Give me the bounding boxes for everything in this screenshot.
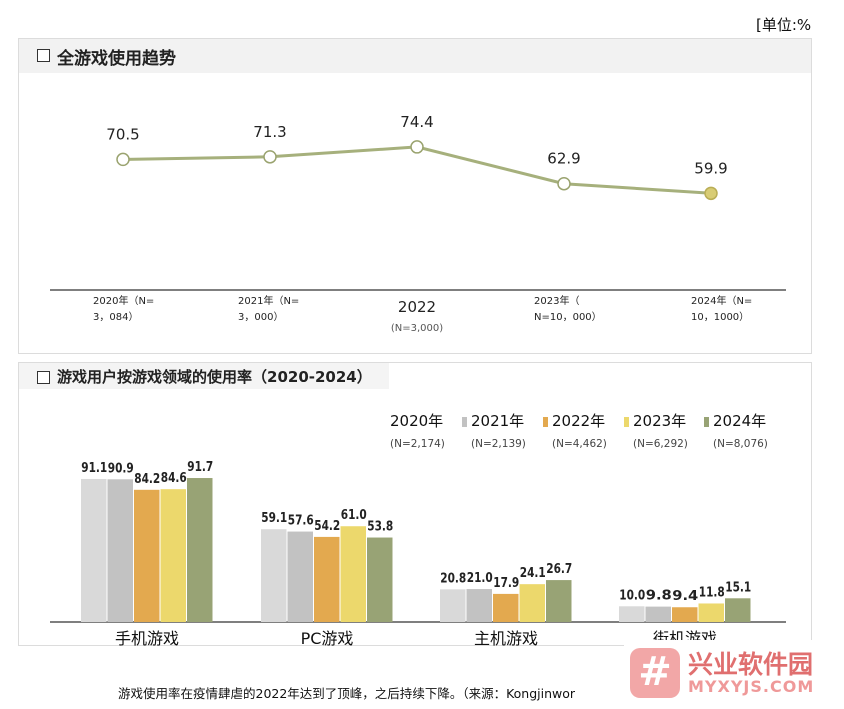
legend-series-n: (N=2,139) — [471, 438, 526, 450]
bar-2020年-街机游戏 — [619, 606, 645, 622]
usage-trend-x-tick-line2: 10，1000） — [691, 311, 749, 323]
legend-series-n: (N=4,462) — [552, 438, 607, 450]
usage-trend-x-tick-line1: 2022 — [398, 298, 436, 316]
watermark-url: MYXYJS.COM — [688, 677, 815, 696]
bar-value-label: 17.9 — [493, 576, 519, 591]
usage-trend-value-label: 70.5 — [106, 125, 139, 143]
bar-value-label: 59.1 — [261, 511, 287, 526]
usage-trend-value-label: 62.9 — [547, 150, 580, 168]
bar-2020年-PC游戏 — [261, 529, 287, 622]
usage-trend-x-tick-line1: 2023年（ — [534, 294, 579, 307]
bar-2024年-手机游戏 — [187, 478, 213, 622]
hash-logo-icon: # — [630, 648, 680, 698]
legend-swatch — [543, 417, 548, 427]
usage-trend-x-tick-line2: 3，000） — [238, 311, 283, 323]
bar-2022年-手机游戏 — [134, 489, 160, 622]
bar-value-label: 15.1 — [725, 580, 751, 595]
bar-value-label: 21.0 — [467, 571, 493, 586]
bar-value-label: 61.0 — [341, 508, 367, 523]
bar-2024年-街机游戏 — [725, 598, 751, 622]
legend-swatch — [462, 417, 467, 427]
bar-value-label: 84.2 — [134, 472, 160, 487]
bar-value-label: 20.8 — [440, 571, 466, 586]
watermark-title: 兴业软件园 — [688, 650, 814, 679]
bar-2023年-手机游戏 — [160, 489, 186, 622]
bar-2024年-主机游戏 — [546, 580, 572, 622]
usage-trend-x-tick-line1: 2021年（N= — [238, 294, 299, 307]
unit-label: [单位:% — [756, 16, 812, 34]
legend-series-n: (N=8,076) — [713, 438, 768, 450]
bar-value-label: 10.0 — [619, 588, 645, 603]
usage-trend-panel: 全游戏使用趋势 — [18, 38, 812, 354]
legend-swatch — [624, 417, 629, 427]
bar-value-label: 11.8 — [699, 585, 725, 600]
bar-value-label: 9.4 — [672, 589, 698, 604]
usage-trend-x-tick-line2: N=10，000） — [534, 311, 602, 323]
usage-trend-value-label: 71.3 — [253, 123, 286, 141]
bar-2021年-主机游戏 — [466, 589, 492, 622]
bar-value-label: 91.7 — [187, 460, 213, 475]
bar-2022年-PC游戏 — [314, 536, 340, 622]
genre-usage-title: 游戏用户按游戏领域的使用率（2020-2024） — [57, 368, 372, 386]
bar-value-label: 57.6 — [288, 514, 314, 529]
usage-trend-point — [116, 152, 130, 167]
bar-category-label: 主机游戏 — [474, 629, 538, 648]
bar-2021年-手机游戏 — [107, 479, 133, 622]
legend-series-name: 2023年 — [633, 412, 686, 430]
legend-series-name: 2020年 — [390, 412, 443, 430]
bar-category-label: PC游戏 — [301, 629, 354, 648]
legend-swatch — [704, 417, 709, 427]
bar-value-label: 9.8 — [646, 589, 672, 604]
bar-value-label: 91.1 — [81, 461, 107, 476]
bar-value-label: 84.6 — [161, 471, 187, 486]
genre-usage-header: 游戏用户按游戏领域的使用率（2020-2024） — [19, 363, 811, 389]
genre-usage-header-bg — [19, 363, 389, 389]
bar-2023年-街机游戏 — [698, 603, 724, 622]
usage-trend-point — [263, 150, 277, 164]
legend-series-name: 2022年 — [552, 412, 605, 430]
bar-category-label: 手机游戏 — [115, 629, 179, 648]
legend-series-name: 2021年 — [471, 412, 524, 430]
bar-2023年-主机游戏 — [519, 584, 545, 622]
bar-value-label: 53.8 — [367, 520, 393, 535]
usage-trend-line — [122, 145, 712, 195]
bar-2024年-PC游戏 — [367, 537, 393, 622]
bar-2021年-PC游戏 — [287, 531, 313, 622]
legend-series-n: (N=2,174) — [390, 438, 445, 450]
bar-value-label: 24.1 — [520, 566, 546, 581]
bar-2021年-街机游戏 — [645, 606, 671, 622]
usage-trend-value-label: 59.9 — [694, 159, 727, 177]
usage-trend-line-chart: 70.5 71.3 74.4 62.9 59.9 2020年（N= 3，084） 2021年（… — [50, 113, 786, 334]
bar-value-label: 90.9 — [108, 461, 134, 476]
legend-series-n: (N=6,292) — [633, 438, 688, 450]
legend-series-name: 2024年 — [713, 412, 766, 430]
bar-2020年-主机游戏 — [440, 589, 466, 622]
usage-trend-header: 全游戏使用趋势 — [19, 39, 811, 73]
checkbox-square-icon — [37, 371, 50, 384]
usage-trend-x-tick-line2: (N=3,000) — [391, 323, 443, 334]
bar-value-label: 26.7 — [546, 562, 572, 577]
usage-trend-value-label: 74.4 — [400, 113, 433, 131]
bar-2023年-PC游戏 — [340, 526, 366, 622]
checkbox-square-icon — [37, 49, 50, 62]
usage-trend-point — [557, 176, 571, 191]
usage-trend-x-tick-line1: 2020年（N= — [93, 294, 154, 307]
usage-trend-title: 全游戏使用趋势 — [57, 49, 176, 69]
site-watermark[interactable]: # 兴业软件园 MYXYJS.COM — [630, 645, 840, 703]
genre-usage-bar-chart: 91.1 59.1 20.8 10.0 90.9 57.6 21.0 9.8 84.2 54.2 1… — [50, 412, 786, 648]
bar-2022年-街机游戏 — [672, 607, 698, 622]
usage-trend-x-tick-line1: 2024年（N= — [691, 294, 752, 307]
bar-2022年-主机游戏 — [493, 593, 519, 622]
bar-value-label: 54.2 — [314, 519, 340, 534]
figure-caption: 游戏使用率在疫情肆虐的2022年达到了顶峰，之后持续下降。（来源：Kongjin… — [118, 686, 576, 701]
usage-trend-point — [704, 186, 718, 201]
bar-2020年-手机游戏 — [81, 478, 107, 622]
usage-trend-x-tick-line2: 3，084） — [93, 311, 138, 323]
usage-trend-point — [410, 140, 424, 154]
